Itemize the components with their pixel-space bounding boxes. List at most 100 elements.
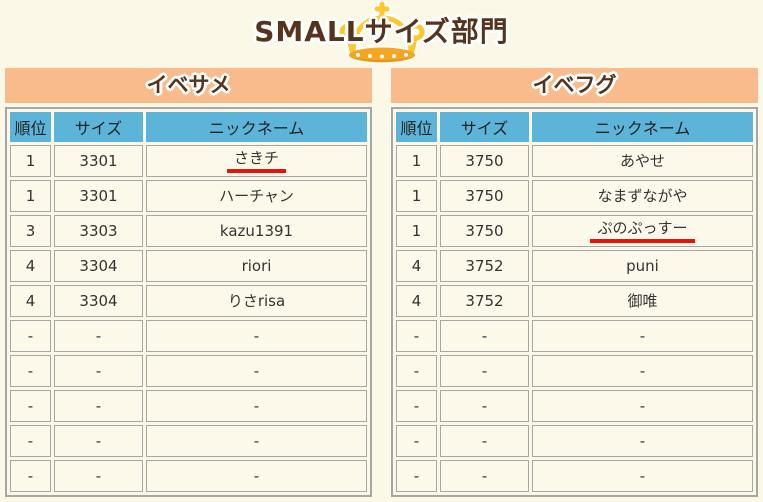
nickname-cell: - [146, 425, 367, 457]
rank-cell: 3 [10, 215, 51, 247]
rank-cell: - [10, 425, 51, 457]
table-title: イベフグ [391, 68, 758, 103]
size-cell: 3750 [440, 215, 529, 247]
table-row: --- [396, 390, 753, 422]
nickname-cell: - [146, 390, 367, 422]
page-header: SMALLサイズ部門 [0, 0, 763, 66]
nickname-cell: りさrisa [146, 285, 367, 317]
nickname-cell: - [146, 355, 367, 387]
size-cell: 3301 [54, 145, 143, 177]
nickname-cell: - [532, 355, 753, 387]
table-row: 4 3752 御唯 [396, 285, 753, 317]
nickname-cell: - [532, 460, 753, 492]
nickname-cell: kazu1391 [146, 215, 367, 247]
nickname-cell: さきチ [146, 145, 367, 177]
rank-cell: 4 [396, 285, 437, 317]
rank-cell: - [396, 460, 437, 492]
table-row: --- [10, 320, 367, 352]
table-row: 4 3304 りさrisa [10, 285, 367, 317]
nickname-text: - [639, 466, 646, 485]
nickname-text: - [639, 361, 646, 380]
rank-cell: - [396, 320, 437, 352]
col-header-nickname: ニックネーム [532, 112, 753, 142]
rank-cell: 4 [10, 250, 51, 282]
nickname-text-highlighted: ぷのぷっすー [590, 219, 695, 243]
table-row: --- [10, 460, 367, 492]
nickname-text: あやせ [619, 151, 665, 170]
table-title: イベサメ [5, 68, 372, 103]
size-cell: 3752 [440, 285, 529, 317]
size-cell: 3301 [54, 180, 143, 212]
nickname-cell: - [532, 390, 753, 422]
nickname-text-highlighted: さきチ [226, 149, 286, 173]
size-cell: 3752 [440, 250, 529, 282]
rank-cell: - [396, 355, 437, 387]
nickname-text: riori [241, 256, 272, 275]
rank-cell: 1 [396, 215, 437, 247]
nickname-text: - [253, 396, 260, 415]
rank-cell: - [10, 320, 51, 352]
ibesame-section: イベサメ 順位 サイズ ニックネーム 1 3301 さきチ 1 3301 ハーチャン 3 33… [5, 66, 372, 497]
col-header-nickname: ニックネーム [146, 112, 367, 142]
nickname-text: puni [626, 256, 659, 275]
rank-cell: - [396, 390, 437, 422]
size-cell: - [54, 425, 143, 457]
ibefugu-section: イベフグ 順位 サイズ ニックネーム 1 3750 あやせ 1 3750 なまずながや 1 3… [391, 66, 758, 497]
nickname-text: なまずながや [597, 186, 688, 205]
table-row: --- [396, 355, 753, 387]
nickname-text: - [639, 431, 646, 450]
rank-cell: 1 [396, 180, 437, 212]
size-cell: - [440, 355, 529, 387]
rank-cell: 4 [10, 285, 51, 317]
rank-cell: - [10, 390, 51, 422]
size-cell: 3303 [54, 215, 143, 247]
rank-cell: 4 [396, 250, 437, 282]
table-row: 1 3750 ぷのぷっすー [396, 215, 753, 247]
nickname-cell: ハーチャン [146, 180, 367, 212]
rank-cell: 1 [396, 145, 437, 177]
rank-cell: - [10, 355, 51, 387]
nickname-text: kazu1391 [219, 221, 294, 240]
nickname-cell: - [146, 320, 367, 352]
table-row: 1 3750 あやせ [396, 145, 753, 177]
page-title: SMALLサイズ部門 [254, 15, 509, 48]
table-row: --- [396, 320, 753, 352]
size-cell: 3750 [440, 180, 529, 212]
nickname-text: - [253, 326, 260, 345]
nickname-cell: riori [146, 250, 367, 282]
table-row: 4 3304 riori [10, 250, 367, 282]
col-header-size: サイズ [54, 112, 143, 142]
nickname-cell: 御唯 [532, 285, 753, 317]
size-cell: - [440, 390, 529, 422]
size-cell: 3750 [440, 145, 529, 177]
nickname-text: - [639, 396, 646, 415]
nickname-cell: あやせ [532, 145, 753, 177]
ranking-table: 順位 サイズ ニックネーム 1 3301 さきチ 1 3301 ハーチャン 3 3303 kaz… [5, 107, 372, 497]
size-cell: - [440, 460, 529, 492]
rank-cell: - [10, 460, 51, 492]
nickname-cell: - [532, 425, 753, 457]
table-row: 3 3303 kazu1391 [10, 215, 367, 247]
nickname-cell: - [146, 460, 367, 492]
rank-cell: - [396, 425, 437, 457]
table-row: --- [10, 355, 367, 387]
ranking-table: 順位 サイズ ニックネーム 1 3750 あやせ 1 3750 なまずながや 1 3750 ぷの… [391, 107, 758, 497]
table-row: 1 3750 なまずながや [396, 180, 753, 212]
size-cell: - [54, 320, 143, 352]
table-row: --- [10, 425, 367, 457]
ranking-columns: イベサメ 順位 サイズ ニックネーム 1 3301 さきチ 1 3301 ハーチャン 3 33… [0, 66, 763, 497]
nickname-cell: なまずながや [532, 180, 753, 212]
nickname-text: - [253, 361, 260, 380]
nickname-cell: puni [532, 250, 753, 282]
table-row: 1 3301 ハーチャン [10, 180, 367, 212]
nickname-text: - [253, 431, 260, 450]
nickname-text: ハーチャン [219, 186, 294, 205]
table-row: 1 3301 さきチ [10, 145, 367, 177]
table-row: --- [396, 425, 753, 457]
col-header-rank: 順位 [10, 112, 51, 142]
size-cell: - [54, 460, 143, 492]
nickname-text: 御唯 [627, 291, 658, 310]
header-row: 順位 サイズ ニックネーム [396, 112, 753, 142]
size-cell: - [440, 320, 529, 352]
nickname-text: りさrisa [227, 291, 286, 310]
